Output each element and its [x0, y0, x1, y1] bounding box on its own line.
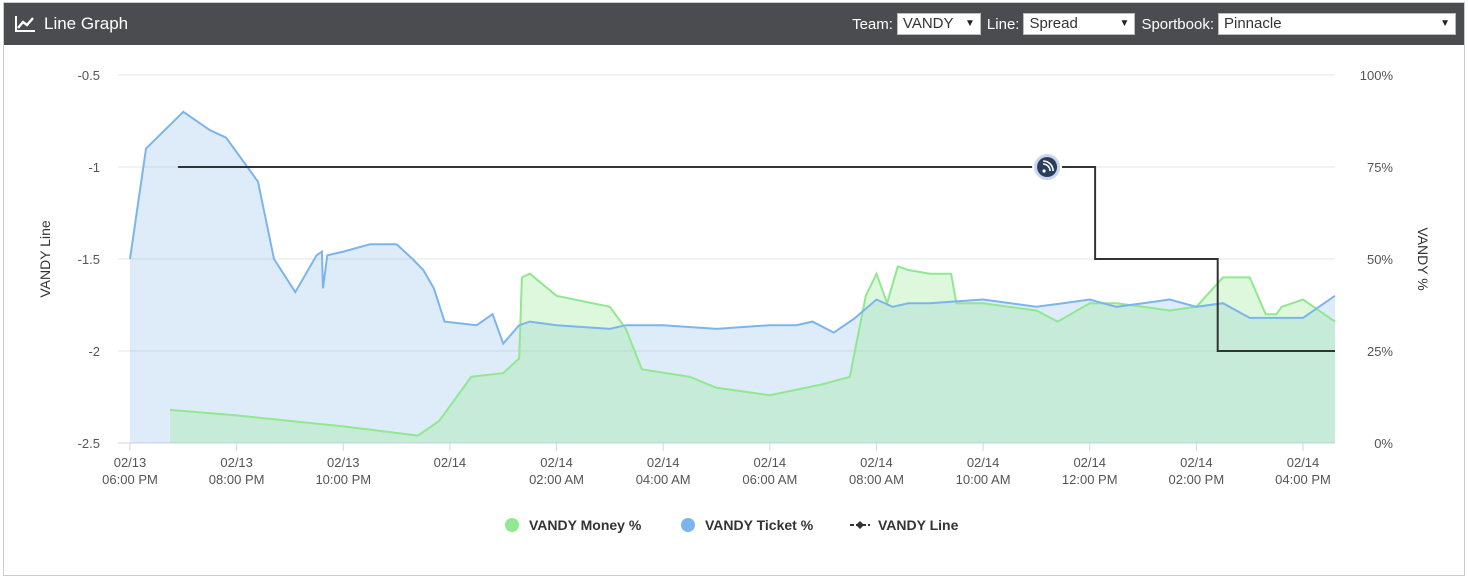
sportsbook-label: Sportbook: — [1141, 15, 1214, 33]
line-chart: -0.5 100% -1 75% -1.5 50% -2 25% -2.5 0% 02/13 06:0… — [37, 68, 1431, 533]
team-select[interactable]: VANDY ▼ — [896, 13, 981, 35]
y-tick-label-left: -2 — [88, 344, 100, 359]
y-axis-title-right: VANDY % — [1415, 227, 1431, 290]
y-axis-title-left: VANDY Line — [37, 220, 53, 298]
x-tick-label: 10:00 PM — [315, 472, 371, 487]
caret-down-icon: ▼ — [1119, 18, 1130, 29]
money-area — [170, 266, 1335, 443]
x-tick-label: 02/14 — [647, 455, 680, 470]
x-tick-label: 02:00 PM — [1169, 472, 1225, 487]
filter-controls: Team: VANDY ▼ Line: Spread ▼ Sportbook: … — [852, 13, 1456, 35]
legend-money-marker[interactable] — [505, 518, 519, 532]
ticket-series-line — [129, 110, 1336, 346]
line-graph-panel: Line Graph Team: VANDY ▼ Line: Spread ▼ … — [3, 2, 1465, 576]
rss-icon — [1037, 157, 1058, 177]
x-tick-label: 04:00 PM — [1275, 472, 1331, 487]
x-tick-label: 02/14 — [860, 455, 893, 470]
legend-ticket-label: VANDY Ticket % — [705, 517, 814, 533]
caret-down-icon: ▼ — [1440, 18, 1450, 29]
y-tick-label-right: 75% — [1367, 160, 1393, 175]
x-tick-label: 02/14 — [1287, 455, 1320, 470]
x-tick-label: 06:00 AM — [742, 472, 797, 487]
x-tick-label: 02/14 — [1180, 455, 1213, 470]
panel-header: Line Graph Team: VANDY ▼ Line: Spread ▼ … — [4, 3, 1464, 45]
y-tick-label-right: 50% — [1367, 252, 1393, 267]
vandy-line-series — [178, 166, 1335, 352]
legend-line-diamond — [856, 521, 864, 529]
y-tick-label-left: -1 — [88, 160, 100, 175]
x-tick-label: 02:00 AM — [529, 472, 584, 487]
x-tick-label: 02/14 — [967, 455, 1000, 470]
x-tick-label: 02/13 — [327, 455, 360, 470]
x-tick-label: 02/14 — [1073, 455, 1106, 470]
line-chart-icon — [15, 16, 35, 32]
rss-icon-dot — [1042, 169, 1046, 173]
y-tick-label-right: 25% — [1367, 344, 1393, 359]
y-tick-label-left: -1.5 — [78, 252, 100, 267]
x-tick-label: 06:00 PM — [102, 472, 158, 487]
legend-money-label: VANDY Money % — [529, 517, 642, 533]
x-tick-label: 08:00 PM — [209, 472, 265, 487]
y-tick-label-right: 100% — [1360, 68, 1394, 83]
x-tick-label: 10:00 AM — [956, 472, 1011, 487]
x-tick-label: 08:00 AM — [849, 472, 904, 487]
team-select-value: VANDY — [902, 15, 954, 32]
line-label: Line: — [986, 15, 1020, 33]
x-tick-label: 02/14 — [754, 455, 787, 470]
x-tick-label: 02/14 — [434, 455, 467, 470]
rss-icon-waves — [1042, 160, 1054, 172]
ticket-area — [130, 111, 1335, 444]
x-tick-label: 04:00 AM — [636, 472, 691, 487]
sportsbook-select[interactable]: Pinnacle ▼ — [1218, 13, 1456, 35]
line-select-value: Spread — [1029, 15, 1078, 32]
x-tick-label: 02/13 — [220, 455, 253, 470]
money-series-line — [169, 265, 1336, 437]
panel-title-text: Line Graph — [44, 14, 129, 33]
y-tick-label-left: -0.5 — [78, 68, 100, 83]
legend-line-label: VANDY Line — [878, 517, 959, 533]
y-tick-label-right: 0% — [1374, 436, 1393, 451]
x-tick-label: 02/13 — [114, 455, 147, 470]
x-tick-label: 02/14 — [540, 455, 573, 470]
sportsbook-select-value: Pinnacle — [1224, 15, 1282, 32]
line-select[interactable]: Spread ▼ — [1023, 13, 1136, 35]
y-tick-label-left: -2.5 — [78, 436, 100, 451]
panel-title: Line Graph — [14, 14, 128, 34]
x-tick-label: 12:00 PM — [1062, 472, 1118, 487]
caret-down-icon: ▼ — [965, 18, 975, 29]
team-label: Team: — [852, 15, 893, 33]
legend-ticket-marker[interactable] — [681, 518, 695, 532]
